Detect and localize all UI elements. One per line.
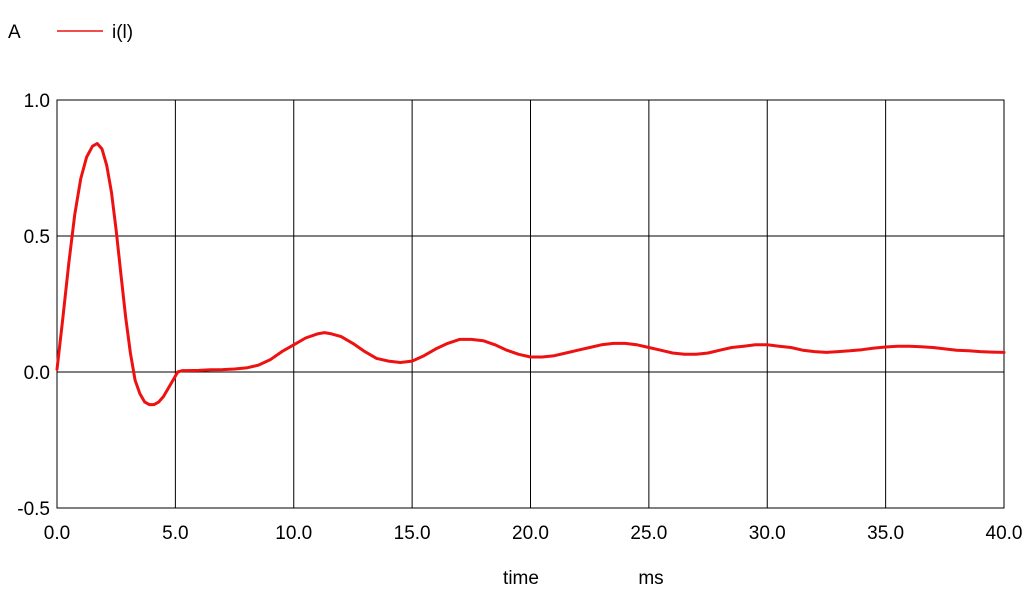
x-tick-label: 15.0 bbox=[394, 523, 431, 544]
legend: A i(l) bbox=[8, 22, 133, 43]
y-tick-label: 1.0 bbox=[24, 91, 50, 112]
x-tick-label: 40.0 bbox=[986, 523, 1023, 544]
y-tick-label: -0.5 bbox=[17, 499, 50, 520]
y-tick-label: 0.0 bbox=[24, 363, 50, 384]
series-layer bbox=[55, 142, 1006, 407]
x-tick-label: 0.0 bbox=[44, 523, 70, 544]
x-axis-label: time bbox=[503, 568, 539, 589]
x-tick-label: 20.0 bbox=[512, 523, 549, 544]
x-axis-unit: ms bbox=[638, 568, 663, 589]
x-tick-label: 10.0 bbox=[275, 523, 312, 544]
legend-label-i-l: i(l) bbox=[112, 22, 133, 43]
plot-frame bbox=[56, 99, 1005, 509]
y-unit-label: A bbox=[8, 22, 21, 43]
grid bbox=[56, 99, 1005, 509]
x-tick-label: 30.0 bbox=[749, 523, 786, 544]
x-tick-label: 25.0 bbox=[630, 523, 667, 544]
x-tick-label: 35.0 bbox=[867, 523, 904, 544]
tick-labels: 0.0 5.0 10.0 15.0 20.0 25.0 30.0 35.0 40.0 -0.5 0.… bbox=[17, 91, 1022, 544]
x-tick-label: 5.0 bbox=[162, 523, 188, 544]
y-tick-label: 0.5 bbox=[24, 227, 50, 248]
series-line-i-l bbox=[55, 142, 1006, 407]
